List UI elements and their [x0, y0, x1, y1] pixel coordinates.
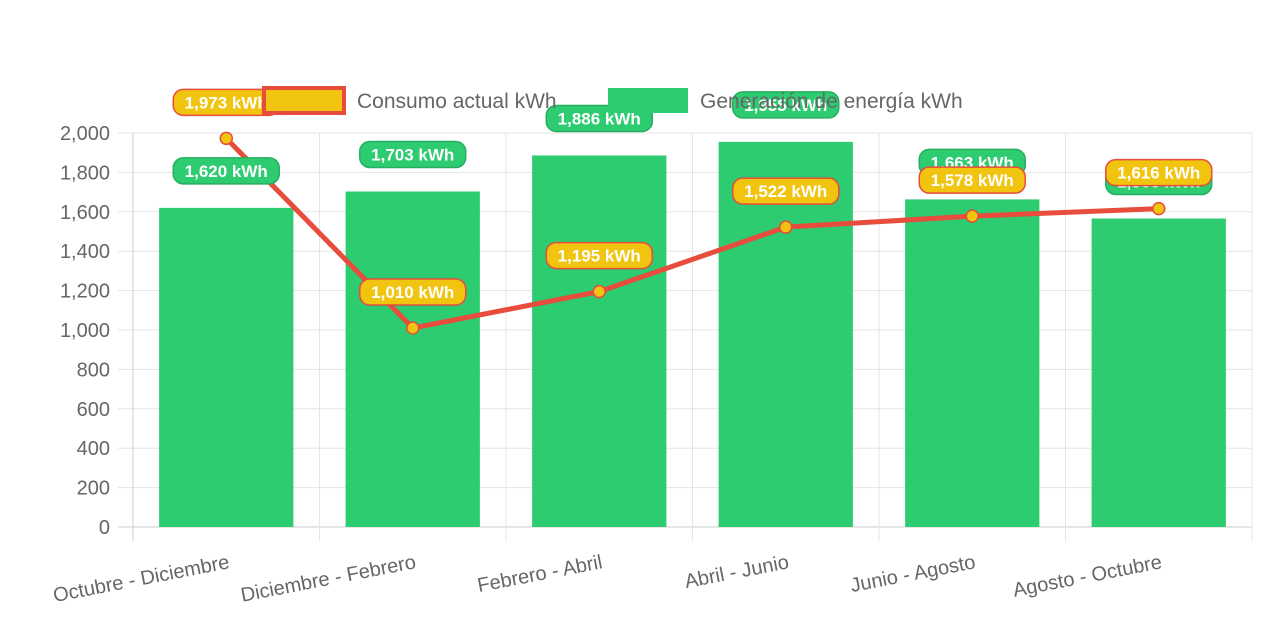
- data-label-consumo-text: 1,616 kWh: [1117, 164, 1200, 183]
- data-label-consumo-box: [732, 177, 840, 205]
- data-label-generacion: 1,620 kWh: [172, 157, 280, 185]
- y-tick-label: 2,000: [60, 123, 110, 145]
- bar[interactable]: [159, 207, 294, 528]
- legend-label-consumo: Consumo actual kWh: [357, 90, 557, 113]
- x-axis: Octubre - Diciembre Diciembre - Febrero Fe…: [51, 551, 1163, 607]
- line-point[interactable]: [219, 131, 233, 146]
- y-tick-label: 0: [99, 517, 110, 539]
- y-tick-label: 800: [77, 359, 110, 381]
- x-tick-label: Febrero - Abril: [476, 551, 605, 597]
- data-label-generacion-box: [732, 91, 840, 119]
- x-tick-label: Diciembre - Febrero: [239, 551, 418, 607]
- data-label-generacion: 1,955 kWh: [732, 91, 840, 119]
- data-label-generacion-text: 1,703 kWh: [371, 146, 454, 165]
- legend-swatch-generacion: [608, 88, 688, 113]
- data-label-consumo-box: [545, 241, 653, 270]
- data-label-consumo-text: 1,578 kWh: [931, 171, 1014, 190]
- y-tick-label: 600: [77, 399, 110, 421]
- legend-item-consumo[interactable]: Consumo actual kWh: [262, 86, 557, 115]
- data-label-generacion-box: [172, 157, 280, 185]
- line-point[interactable]: [965, 209, 979, 223]
- y-tick-label: 1,000: [60, 320, 110, 342]
- x-tick-label: Abril - Junio: [683, 551, 791, 593]
- bar[interactable]: [345, 191, 480, 527]
- data-label-consumo-box: [359, 278, 467, 306]
- data-label-consumo-text: 1,010 kWh: [371, 283, 454, 302]
- data-label-generacion-text: 1,620 kWh: [185, 162, 268, 181]
- data-label-consumo-text: 1,973 kWh: [185, 93, 268, 112]
- data-label-generacion: 1,703 kWh: [359, 140, 467, 169]
- line-point[interactable]: [406, 321, 420, 335]
- bar[interactable]: [718, 141, 853, 528]
- y-axis: 0 200 400 600 800 1,000 1,200 1,400 1,600 1,800 2,…: [60, 123, 110, 539]
- legend: Consumo actual kWh Generación de energía…: [262, 86, 963, 115]
- data-label-consumo: 1,195 kWh: [545, 241, 653, 270]
- data-labels-consumo: 1,973 kWh 1,010 kWh 1,195 kWh 1,522 kWh 1,57…: [172, 88, 1213, 306]
- data-label-generacion-text: 1,886 kWh: [558, 109, 641, 128]
- data-label-consumo: 1,973 kWh: [172, 88, 280, 117]
- data-label-consumo: 1,522 kWh: [732, 177, 840, 205]
- data-label-consumo: 1,616 kWh: [1105, 158, 1213, 187]
- legend-swatch-consumo: [262, 86, 346, 115]
- y-tick-label: 1,600: [60, 202, 110, 224]
- x-tick-label: Octubre - Diciembre: [51, 551, 231, 607]
- data-label-consumo-text: 1,522 kWh: [744, 182, 827, 201]
- x-tick-label: Agosto - Octubre: [1011, 551, 1164, 601]
- legend-item-generacion[interactable]: Generación de energía kWh: [608, 88, 963, 113]
- bars-generacion: [159, 141, 1226, 528]
- bar[interactable]: [532, 155, 667, 527]
- data-label-consumo-box: [918, 166, 1026, 194]
- y-tick-label: 400: [77, 438, 110, 460]
- bar[interactable]: [905, 199, 1040, 527]
- line-point[interactable]: [779, 220, 793, 234]
- data-label-consumo-text: 1,195 kWh: [558, 247, 641, 266]
- data-label-consumo: 1,578 kWh: [918, 166, 1026, 194]
- data-label-generacion-box: [359, 140, 467, 169]
- y-tick-label: 1,400: [60, 241, 110, 263]
- line-point[interactable]: [1152, 201, 1166, 216]
- legend-label-generacion: Generación de energía kWh: [700, 90, 963, 113]
- bar[interactable]: [1091, 218, 1226, 528]
- y-tick-label: 1,800: [60, 162, 110, 184]
- data-label-generacion-text: 1,955 kWh: [744, 96, 827, 115]
- y-tick-label: 200: [77, 478, 110, 500]
- y-tick-label: 1,200: [60, 281, 110, 303]
- grid: [118, 132, 1253, 541]
- x-tick-label: Junio - Agosto: [849, 551, 978, 597]
- line-point[interactable]: [592, 284, 606, 299]
- data-label-consumo-box: [1105, 158, 1213, 187]
- data-label-consumo: 1,010 kWh: [359, 278, 467, 306]
